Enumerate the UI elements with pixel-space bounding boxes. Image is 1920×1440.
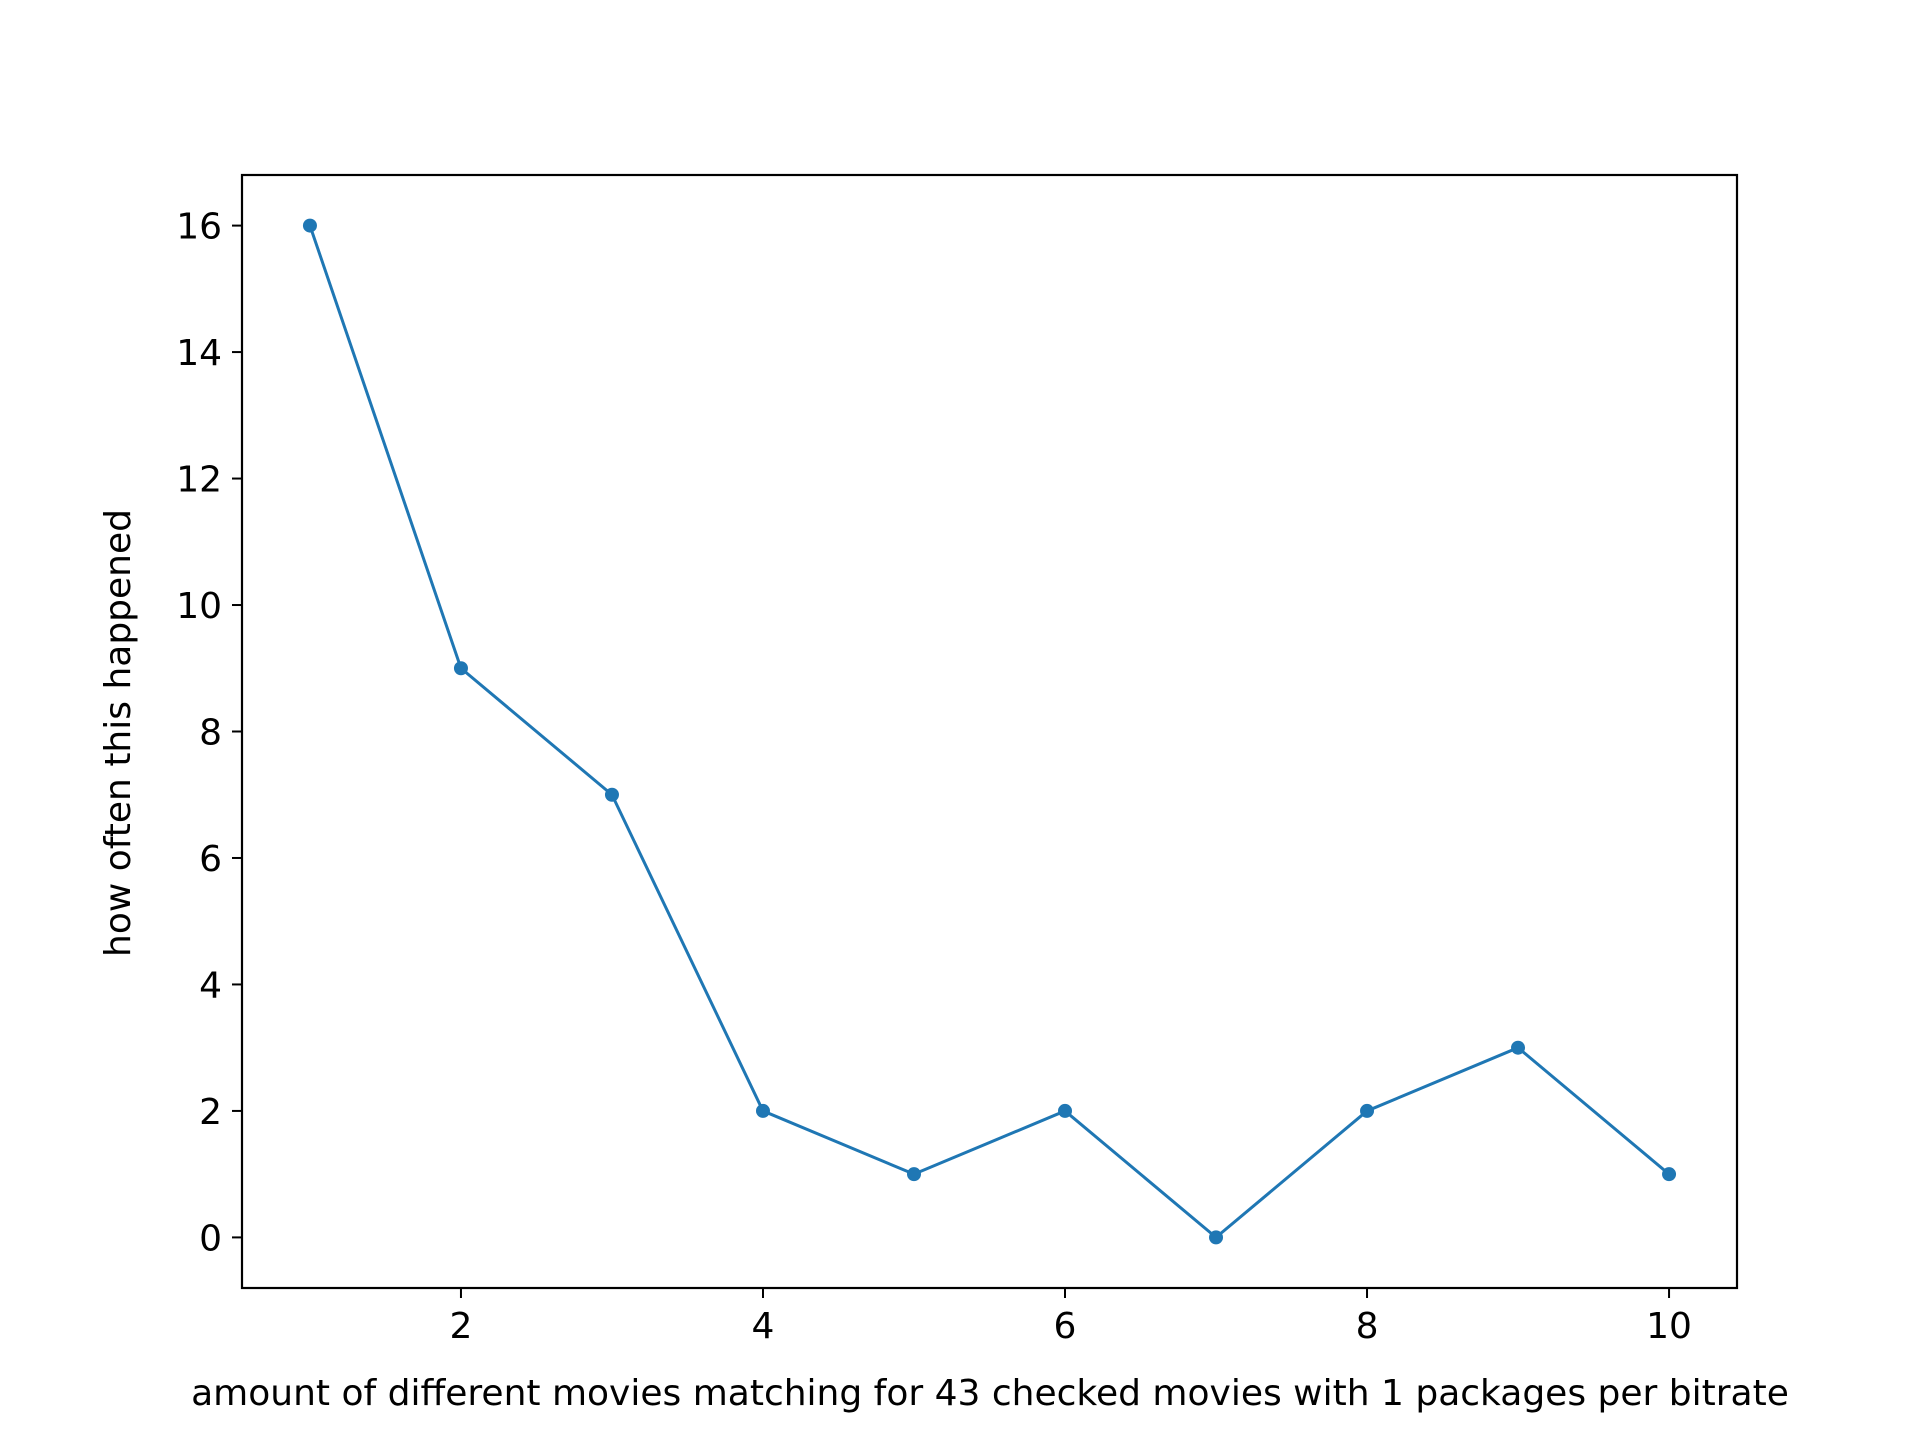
data-point <box>1209 1230 1224 1245</box>
x-tick-label: 4 <box>752 1306 775 1347</box>
data-point <box>906 1167 921 1182</box>
data-point <box>755 1103 770 1118</box>
y-tick-label: 4 <box>199 965 222 1006</box>
x-axis-label: amount of different movies matching for … <box>191 1373 1789 1414</box>
plot-area: 2 4 6 8 10 0 2 4 6 8 10 12 14 16 <box>176 173 1739 1347</box>
x-tick-label: 8 <box>1356 1306 1379 1347</box>
data-point <box>1360 1103 1375 1118</box>
y-tick-label: 0 <box>199 1218 222 1259</box>
y-tick-label: 6 <box>199 839 222 880</box>
data-point <box>302 218 317 233</box>
y-tick-label: 10 <box>176 586 222 627</box>
x-tick-label: 10 <box>1646 1306 1692 1347</box>
series-line <box>308 225 1671 1239</box>
y-tick-label: 14 <box>176 333 222 374</box>
y-tick-label: 12 <box>176 460 222 501</box>
y-tick-label: 8 <box>199 713 222 754</box>
data-point <box>1662 1167 1677 1182</box>
y-tick-label: 2 <box>199 1092 222 1133</box>
data-point <box>604 787 619 802</box>
x-tick-label: 2 <box>450 1306 473 1347</box>
y-axis-label: how often this happened <box>98 509 139 957</box>
x-tick-label: 6 <box>1054 1306 1077 1347</box>
data-point <box>453 661 468 676</box>
data-point <box>1058 1103 1073 1118</box>
y-tick-label: 16 <box>176 207 222 248</box>
data-point <box>1511 1040 1526 1055</box>
